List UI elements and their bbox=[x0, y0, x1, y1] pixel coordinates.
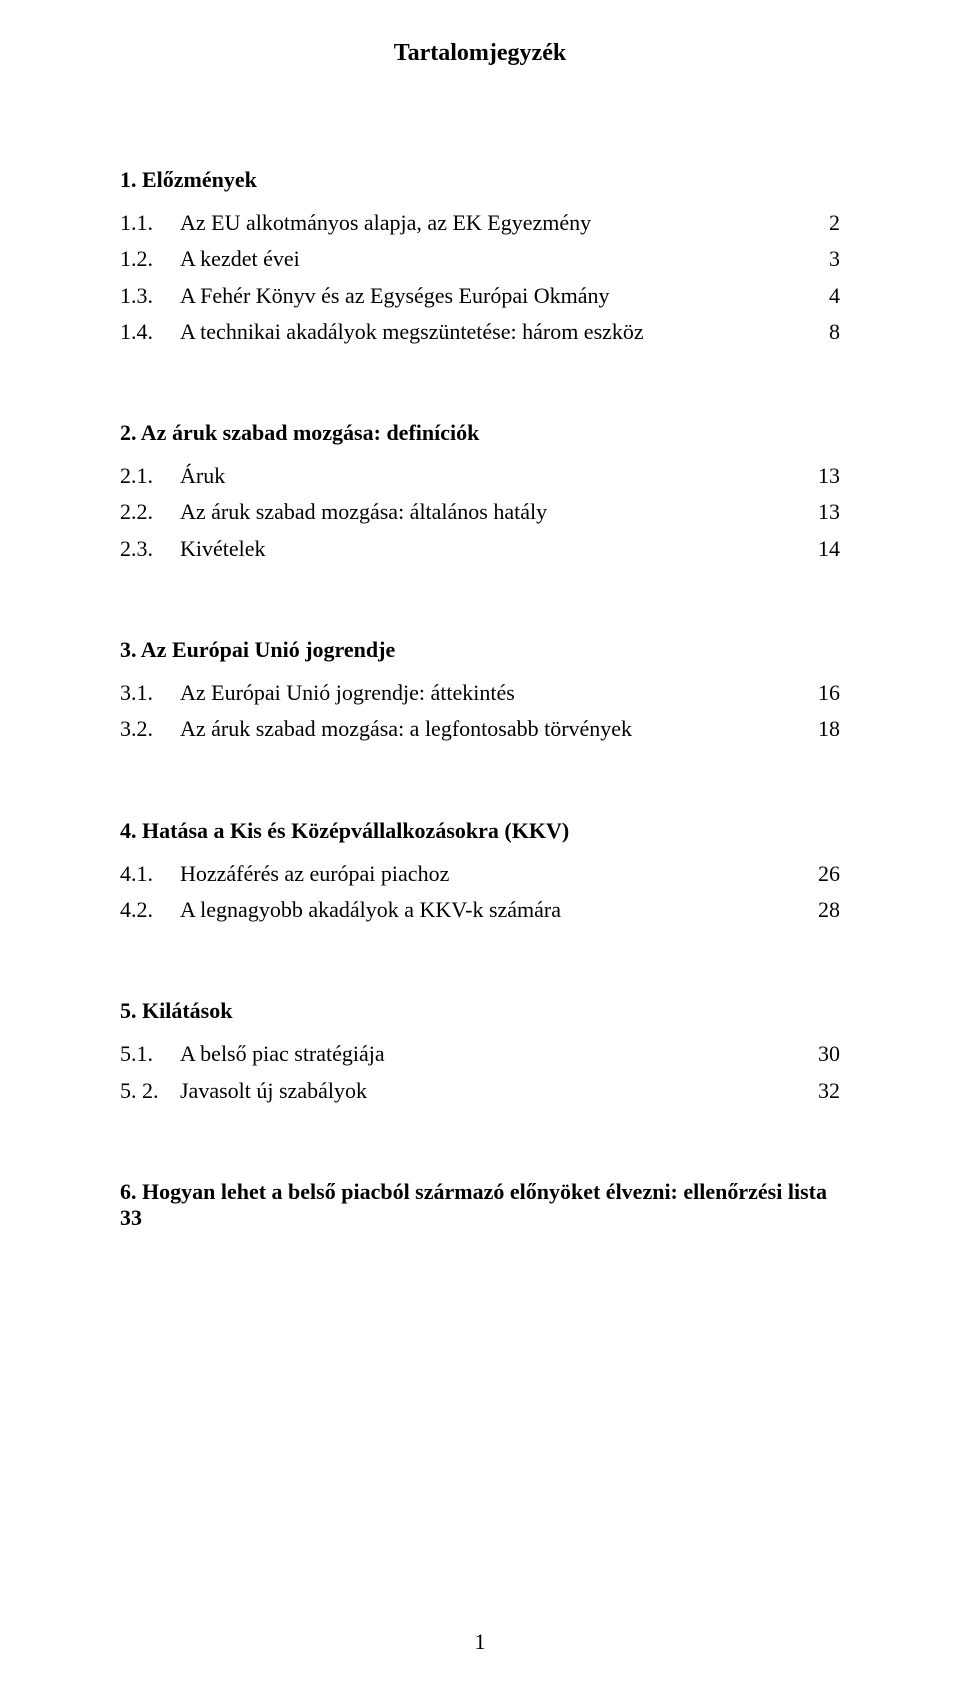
section-heading: 6. Hogyan lehet a belső piacból származó… bbox=[120, 1179, 840, 1231]
toc-entry-page: 2 bbox=[800, 205, 840, 241]
toc-entry-page: 32 bbox=[800, 1073, 840, 1109]
toc-entry: 1.4. A technikai akadályok megszüntetése… bbox=[120, 314, 840, 350]
toc-entry-page: 14 bbox=[800, 531, 840, 567]
toc-entry: 2.2. Az áruk szabad mozgása: általános h… bbox=[120, 494, 840, 530]
toc-entry-page: 13 bbox=[800, 494, 840, 530]
toc-entry-num: 3.2. bbox=[120, 711, 180, 747]
toc-entry-label: Kivételek bbox=[180, 531, 800, 567]
section-gap bbox=[120, 350, 840, 420]
toc-entry: 2.3. Kivételek 14 bbox=[120, 531, 840, 567]
section-gap bbox=[120, 928, 840, 998]
toc-entry-page: 26 bbox=[800, 856, 840, 892]
section-heading: 3. Az Európai Unió jogrendje bbox=[120, 637, 840, 663]
toc-entry-label: A belső piac stratégiája bbox=[180, 1036, 800, 1072]
toc-entry: 3.1. Az Európai Unió jogrendje: áttekint… bbox=[120, 675, 840, 711]
toc-entry: 2.1. Áruk 13 bbox=[120, 458, 840, 494]
toc-entry-page: 28 bbox=[800, 892, 840, 928]
section-heading: 5. Kilátások bbox=[120, 998, 840, 1024]
toc-entry-label: A Fehér Könyv és az Egységes Európai Okm… bbox=[180, 278, 800, 314]
section-heading: 2. Az áruk szabad mozgása: definíciók bbox=[120, 420, 840, 446]
toc-entry: 5. 2. Javasolt új szabályok 32 bbox=[120, 1073, 840, 1109]
toc-entry-page: 30 bbox=[800, 1036, 840, 1072]
section-gap bbox=[120, 1109, 840, 1179]
toc-entry-num: 5. 2. bbox=[120, 1073, 180, 1109]
toc-entry-num: 1.4. bbox=[120, 314, 180, 350]
footer-page-number: 1 bbox=[0, 1629, 960, 1655]
toc-entry: 1.3. A Fehér Könyv és az Egységes Európa… bbox=[120, 278, 840, 314]
section-heading: 1. Előzmények bbox=[120, 167, 840, 193]
toc-entry-label: Áruk bbox=[180, 458, 800, 494]
toc-entry: 5.1. A belső piac stratégiája 30 bbox=[120, 1036, 840, 1072]
toc-entry: 4.1. Hozzáférés az európai piachoz 26 bbox=[120, 856, 840, 892]
section-heading: 4. Hatása a Kis és Középvállalkozásokra … bbox=[120, 818, 840, 844]
toc-entry-num: 4.2. bbox=[120, 892, 180, 928]
toc-entry: 1.2. A kezdet évei 3 bbox=[120, 241, 840, 277]
toc-entry: 1.1. Az EU alkotmányos alapja, az EK Egy… bbox=[120, 205, 840, 241]
toc-entry-page: 13 bbox=[800, 458, 840, 494]
toc-entry-label: Az áruk szabad mozgása: a legfontosabb t… bbox=[180, 711, 800, 747]
toc-entry-num: 2.2. bbox=[120, 494, 180, 530]
toc-entry-label: Javasolt új szabályok bbox=[180, 1073, 800, 1109]
toc-entry-page: 16 bbox=[800, 675, 840, 711]
toc-entry-label: Az Európai Unió jogrendje: áttekintés bbox=[180, 675, 800, 711]
toc-entry-page: 18 bbox=[800, 711, 840, 747]
toc-entry: 3.2. Az áruk szabad mozgása: a legfontos… bbox=[120, 711, 840, 747]
section-gap bbox=[120, 567, 840, 637]
toc-entry-num: 2.3. bbox=[120, 531, 180, 567]
toc-entry-num: 2.1. bbox=[120, 458, 180, 494]
toc-entry-label: Hozzáférés az európai piachoz bbox=[180, 856, 800, 892]
toc-entry-num: 1.3. bbox=[120, 278, 180, 314]
toc-entry-label: A legnagyobb akadályok a KKV-k számára bbox=[180, 892, 800, 928]
toc-entry-num: 3.1. bbox=[120, 675, 180, 711]
section-gap bbox=[120, 748, 840, 818]
toc-entry-label: Az áruk szabad mozgása: általános hatály bbox=[180, 494, 800, 530]
page-title: Tartalomjegyzék bbox=[120, 40, 840, 67]
toc-entry-page: 3 bbox=[800, 241, 840, 277]
toc-entry-label: A kezdet évei bbox=[180, 241, 800, 277]
toc-entry-label: Az EU alkotmányos alapja, az EK Egyezmén… bbox=[180, 205, 800, 241]
toc-entry-num: 5.1. bbox=[120, 1036, 180, 1072]
toc-entry-label: A technikai akadályok megszüntetése: hár… bbox=[180, 314, 800, 350]
toc-entry-page: 4 bbox=[800, 278, 840, 314]
toc-entry-num: 4.1. bbox=[120, 856, 180, 892]
toc-entry: 4.2. A legnagyobb akadályok a KKV-k szám… bbox=[120, 892, 840, 928]
document-page: Tartalomjegyzék 1. Előzmények 1.1. Az EU… bbox=[0, 0, 960, 1700]
toc-entry-num: 1.2. bbox=[120, 241, 180, 277]
toc-entry-page: 8 bbox=[800, 314, 840, 350]
toc-entry-num: 1.1. bbox=[120, 205, 180, 241]
